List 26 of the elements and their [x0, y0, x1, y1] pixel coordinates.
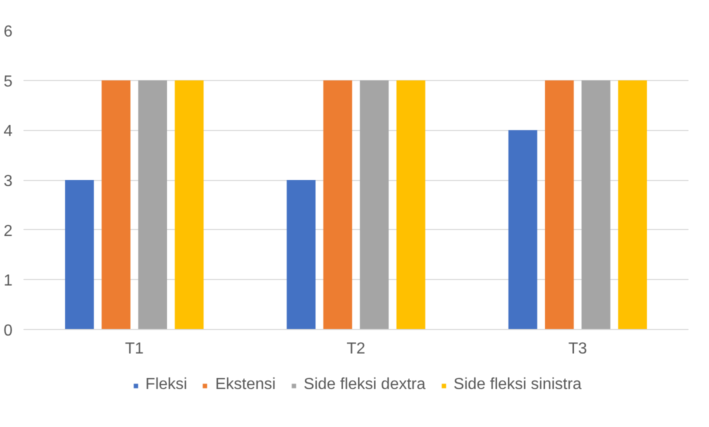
bar	[508, 130, 538, 330]
y-tick-label: 4	[4, 123, 13, 140]
y-tick-label: 6	[4, 24, 13, 40]
legend-label: Fleksi	[145, 376, 188, 394]
bar	[618, 80, 647, 330]
legend-label: Ekstensi	[215, 376, 276, 394]
bar	[102, 80, 130, 330]
x-tick-label: T3	[568, 340, 588, 358]
bar	[582, 80, 610, 330]
x-tick-label: T2	[346, 340, 366, 358]
bar	[174, 80, 204, 330]
y-tick-label: 5	[4, 73, 13, 90]
bar	[544, 80, 574, 330]
bar	[138, 80, 168, 330]
bar	[65, 180, 94, 330]
bar	[396, 80, 426, 330]
y-tick-label: 3	[4, 173, 13, 190]
legend-label: Side fleksi sinistra	[454, 376, 582, 394]
bar	[286, 180, 316, 330]
bar	[360, 80, 389, 330]
legend-label: Side fleksi dextra	[304, 376, 426, 394]
bar	[323, 80, 352, 330]
y-tick-label: 0	[4, 322, 13, 340]
x-tick-label: T1	[124, 340, 144, 358]
y-tick-label: 1	[4, 272, 13, 290]
y-tick-label: 2	[4, 222, 13, 240]
